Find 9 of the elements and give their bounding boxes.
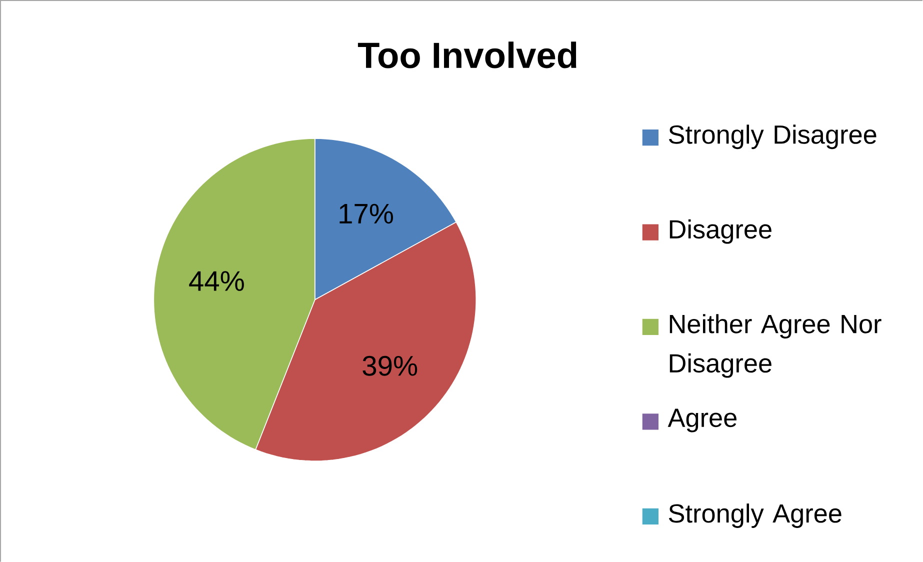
legend-label: Strongly Agree (668, 503, 842, 528)
data-label: 44% (189, 271, 244, 291)
chart-title: Too Involved (358, 41, 576, 68)
legend-label: Neither Agree Nor Disagree (670, 314, 882, 378)
data-label: 39% (362, 356, 418, 376)
legend-label: Strongly Disagree (668, 124, 876, 149)
legend-label: Disagree (670, 219, 772, 244)
legend-label: Agree (668, 408, 737, 432)
data-label: 17% (340, 204, 393, 224)
